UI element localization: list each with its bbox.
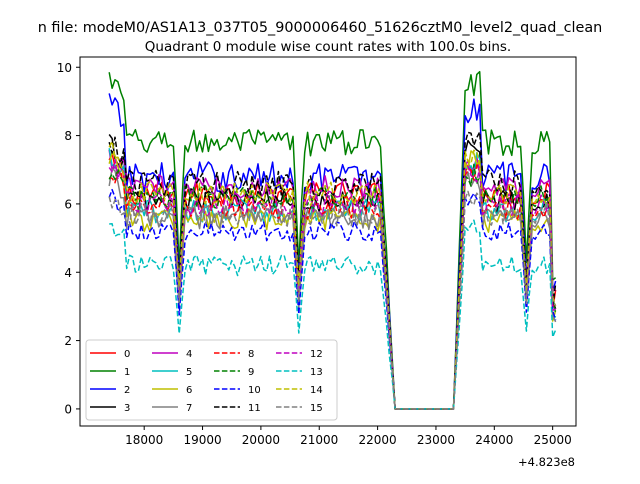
legend-label-5: 5: [186, 367, 192, 378]
x-tick-label: 23000: [417, 433, 455, 447]
legend-label-13: 13: [310, 367, 323, 378]
x-offset-label: +4.823e8: [518, 455, 575, 469]
x-tick-label: 22000: [359, 433, 397, 447]
y-tick-label: 6: [64, 197, 72, 211]
y-tick-label: 0: [64, 402, 72, 416]
x-tick-label: 18000: [125, 433, 163, 447]
x-tick-label: 20000: [242, 433, 280, 447]
legend-label-4: 4: [186, 349, 192, 360]
chart-title: Quadrant 0 module wise count rates with …: [145, 39, 511, 55]
series-line-15: [108, 190, 557, 410]
y-tick-label: 2: [64, 334, 72, 348]
plot-frame: [79, 56, 577, 427]
series-line-1: [108, 70, 557, 410]
legend-label-12: 12: [310, 349, 323, 360]
legend-label-0: 0: [124, 349, 130, 360]
legend-label-3: 3: [124, 403, 130, 414]
series-line-10: [108, 188, 557, 410]
legend-label-11: 11: [248, 403, 261, 414]
legend-label-2: 2: [124, 385, 130, 396]
series-line-14: [108, 140, 557, 410]
legend-label-14: 14: [310, 385, 323, 396]
y-tick-label: 8: [64, 129, 72, 143]
legend-label-9: 9: [248, 367, 254, 378]
legend-label-1: 1: [124, 367, 130, 378]
y-tick-label: 10: [57, 61, 72, 75]
x-tick-label: 25000: [534, 433, 572, 447]
legend-box: [85, 339, 338, 421]
series-line-12: [108, 158, 556, 410]
legend-label-10: 10: [248, 385, 261, 396]
legend-label-15: 15: [310, 403, 323, 414]
suptitle: n file: modeM0/AS1A13_037T05_9000006460_…: [38, 20, 603, 36]
legend-label-6: 6: [186, 385, 192, 396]
x-tick-label: 24000: [475, 433, 513, 447]
x-tick-label: 21000: [300, 433, 338, 447]
legend-label-7: 7: [186, 403, 192, 414]
y-tick-label: 4: [64, 266, 72, 280]
series-line-13: [109, 219, 557, 410]
legend-label-8: 8: [248, 349, 254, 360]
x-tick-label: 19000: [183, 433, 221, 447]
